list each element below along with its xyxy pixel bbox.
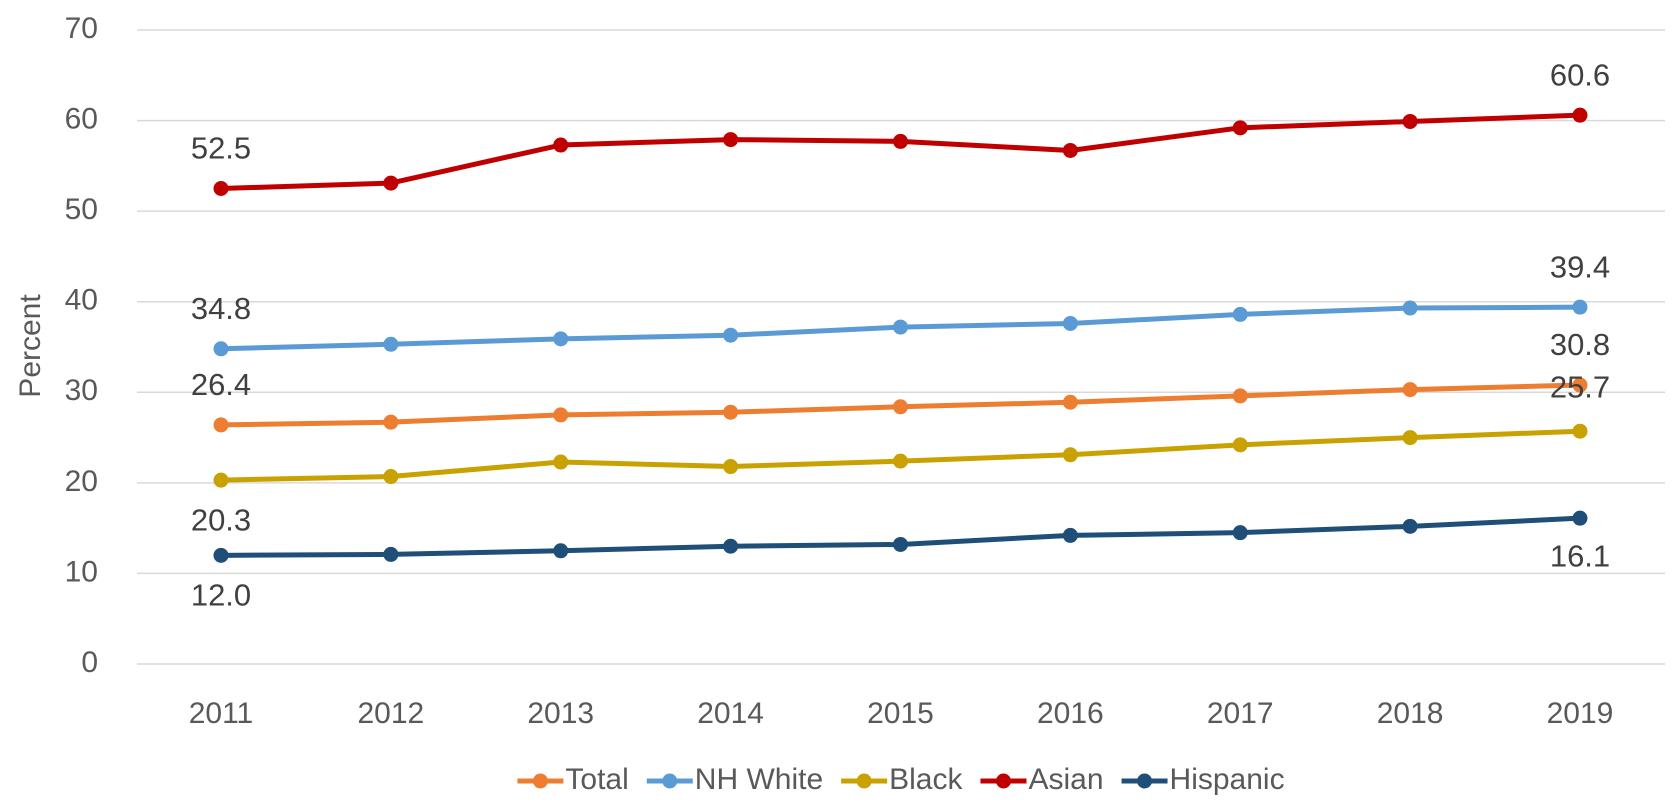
data-point: [553, 543, 569, 559]
legend: Total NH White Black Asian Hispanic: [517, 763, 1285, 796]
data-point: [893, 399, 908, 415]
data-label: 52.5: [191, 131, 251, 166]
data-point: [213, 547, 229, 563]
data-label: 20.3: [191, 502, 251, 537]
data-point: [1572, 510, 1588, 526]
data-point: [1062, 527, 1078, 543]
data-point: [1572, 377, 1588, 393]
data-point: [1062, 447, 1078, 463]
y-tick-label: 50: [65, 193, 98, 226]
data-point: [213, 417, 229, 433]
data-point: [1062, 394, 1078, 410]
data-point: [383, 175, 399, 191]
legend-marker: [532, 773, 548, 789]
data-label: 16.1: [1550, 538, 1610, 573]
data-point: [1062, 142, 1078, 158]
legend-marker: [995, 773, 1011, 789]
data-point: [213, 181, 229, 196]
y-tick-label: 0: [81, 646, 98, 679]
data-point: [213, 341, 229, 357]
data-point: [1572, 423, 1588, 439]
data-label: 60.6: [1550, 57, 1610, 92]
y-tick-label: 10: [65, 555, 98, 588]
legend-label: Total: [565, 763, 628, 796]
data-label: 30.8: [1550, 327, 1610, 362]
data-point: [1402, 518, 1418, 534]
data-point: [723, 327, 739, 343]
x-tick-label: 2018: [1377, 697, 1444, 730]
data-point: [723, 459, 739, 475]
data-label: 34.8: [191, 291, 251, 326]
data-point: [723, 404, 739, 420]
data-point: [893, 453, 908, 469]
legend-label: Black: [889, 763, 963, 796]
data-point: [1232, 306, 1248, 322]
data-point: [383, 336, 399, 352]
data-point: [1232, 437, 1248, 453]
y-tick-label: 40: [65, 284, 98, 317]
y-tick-label: 20: [65, 465, 98, 498]
data-point: [1232, 525, 1248, 541]
legend-label: NH White: [695, 763, 823, 796]
data-point: [893, 319, 908, 335]
data-point: [553, 454, 569, 470]
y-tick-label: 60: [65, 102, 98, 135]
x-tick-label: 2019: [1547, 697, 1614, 730]
data-point: [723, 132, 739, 148]
x-tick-label: 2015: [867, 697, 934, 730]
data-label: 39.4: [1550, 249, 1610, 284]
legend-label: Hispanic: [1170, 763, 1285, 796]
data-point: [1062, 315, 1078, 331]
y-tick-label: 70: [65, 12, 98, 45]
legend-marker: [1137, 773, 1153, 789]
legend-marker: [856, 773, 872, 789]
data-point: [1572, 107, 1588, 123]
data-point: [723, 538, 739, 554]
y-tick-label: 30: [65, 374, 98, 407]
y-axis-label: Percent: [14, 294, 47, 398]
data-point: [383, 414, 399, 430]
x-tick-label: 2013: [527, 697, 594, 730]
legend-label: Asian: [1028, 763, 1103, 796]
data-point: [553, 331, 569, 347]
data-point: [553, 407, 569, 423]
data-point: [1232, 120, 1248, 136]
data-point: [553, 137, 569, 153]
data-point: [1402, 382, 1418, 398]
data-label: 25.7: [1550, 369, 1610, 404]
data-point: [1402, 430, 1418, 446]
data-point: [893, 133, 908, 149]
data-label: 26.4: [191, 367, 251, 402]
data-point: [893, 536, 908, 552]
x-tick-label: 2011: [189, 697, 254, 730]
x-tick-label: 2012: [358, 697, 425, 730]
legend-marker: [662, 773, 678, 789]
data-point: [1402, 300, 1418, 316]
x-tick-label: 2014: [697, 697, 764, 730]
data-point: [213, 472, 229, 488]
series-line: [220, 112, 1581, 191]
data-point: [1402, 113, 1418, 129]
data-point: [383, 469, 399, 485]
x-tick-label: 2017: [1207, 697, 1274, 730]
data-label: 12.0: [191, 578, 251, 613]
x-tick-label: 2016: [1037, 697, 1104, 730]
data-point: [1572, 299, 1588, 315]
data-point: [383, 546, 399, 562]
data-point: [1232, 388, 1248, 404]
